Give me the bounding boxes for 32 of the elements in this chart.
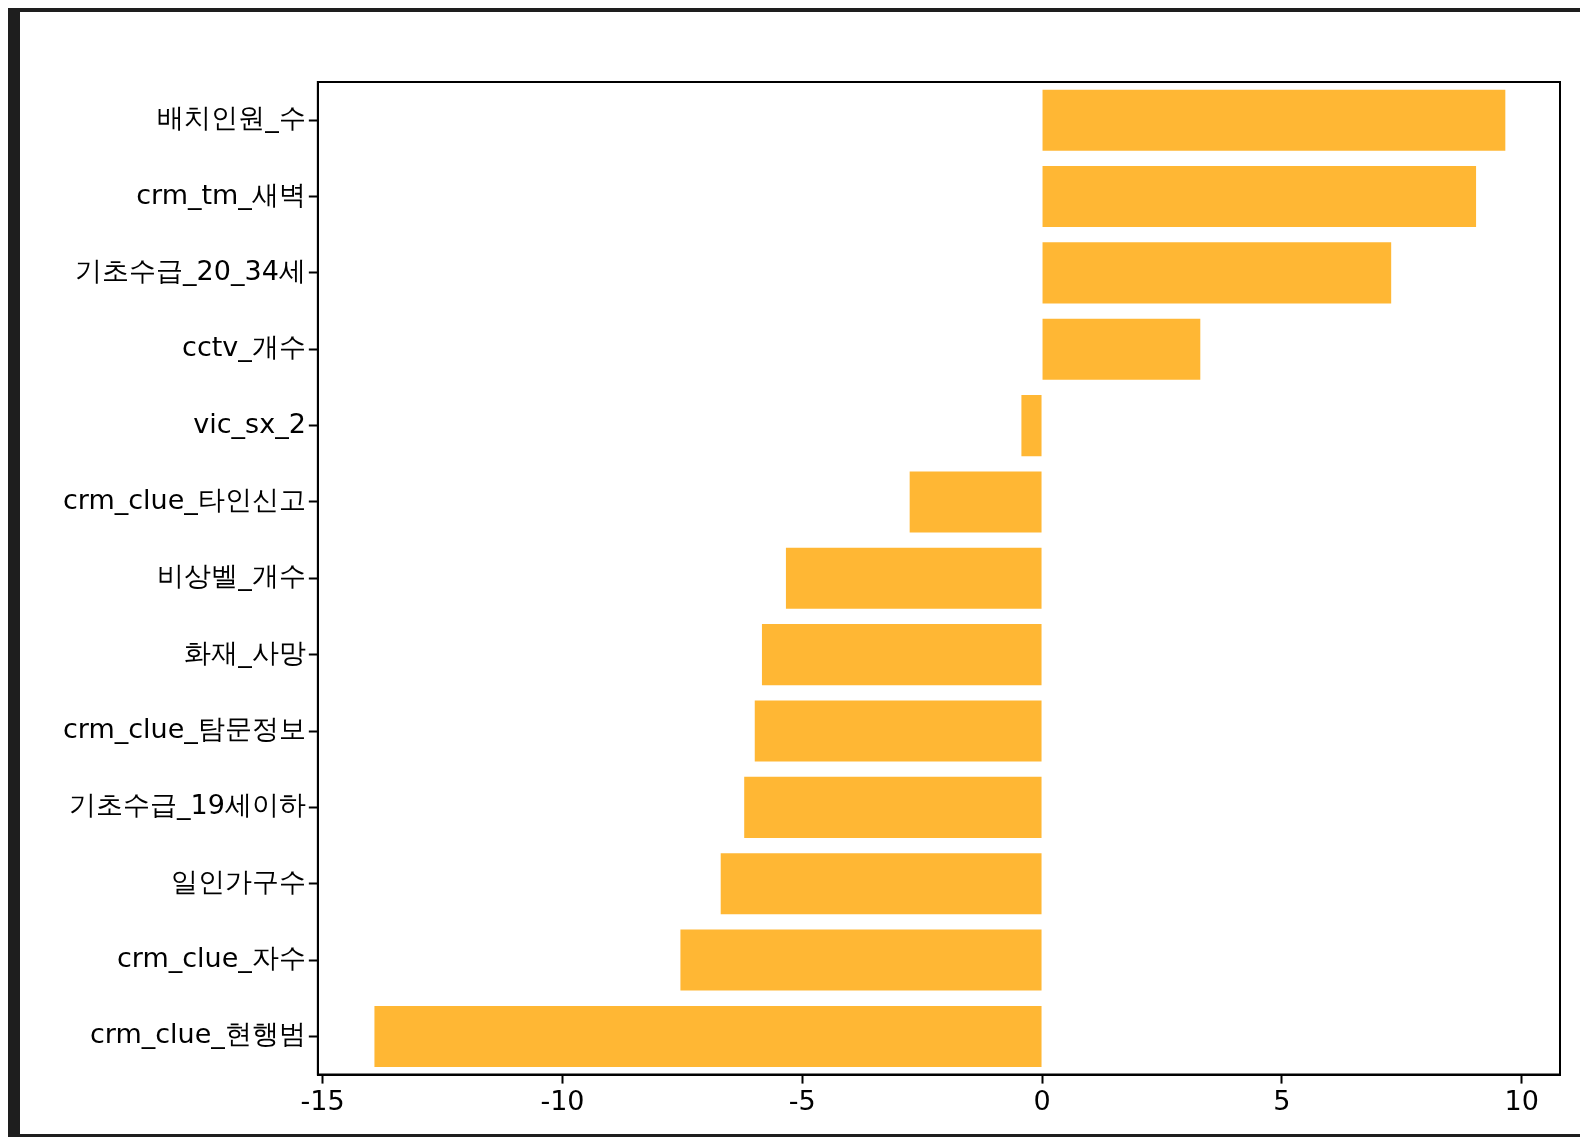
y-tick-label: 배치인원_수 (157, 102, 306, 134)
bar (374, 1005, 1042, 1067)
y-tick-label: crm_clue_타인신고 (63, 483, 306, 515)
bar (680, 929, 1042, 991)
y-tick-label: 비상벨_개수 (157, 560, 306, 592)
x-tick-label: -5 (788, 1084, 816, 1116)
x-tick-label: -15 (300, 1084, 345, 1116)
bar (761, 624, 1042, 686)
y-tick-label: 일인가구수 (170, 865, 306, 897)
bar (1042, 242, 1392, 304)
y-tick-label: crm_clue_탐문정보 (63, 713, 306, 745)
bar (1042, 165, 1477, 228)
bar (720, 853, 1042, 915)
x-tick-label: -10 (540, 1084, 585, 1116)
y-tick-label: 화재_사망 (184, 636, 306, 668)
y-tick-label: 기초수급_20_34세 (75, 254, 306, 286)
bar (1021, 395, 1042, 457)
bar (754, 700, 1042, 762)
y-tick-label: crm_clue_현행범 (90, 1018, 306, 1050)
bar (785, 547, 1042, 609)
y-tick-label: crm_clue_자수 (117, 942, 306, 974)
bar (909, 471, 1042, 533)
bar (744, 776, 1042, 838)
y-tick-label: vic_sx_2 (193, 407, 306, 439)
x-tick-label: 10 (1504, 1084, 1539, 1116)
y-tick-label: cctv_개수 (182, 331, 306, 363)
x-tick-label: 0 (1033, 1084, 1051, 1116)
y-tick-label: crm_tm_새벽 (136, 178, 306, 210)
bar (1042, 89, 1506, 151)
bar (1042, 318, 1201, 380)
y-tick-label: 기초수급_19세이하 (68, 789, 306, 821)
x-tick-label: 5 (1273, 1084, 1291, 1116)
